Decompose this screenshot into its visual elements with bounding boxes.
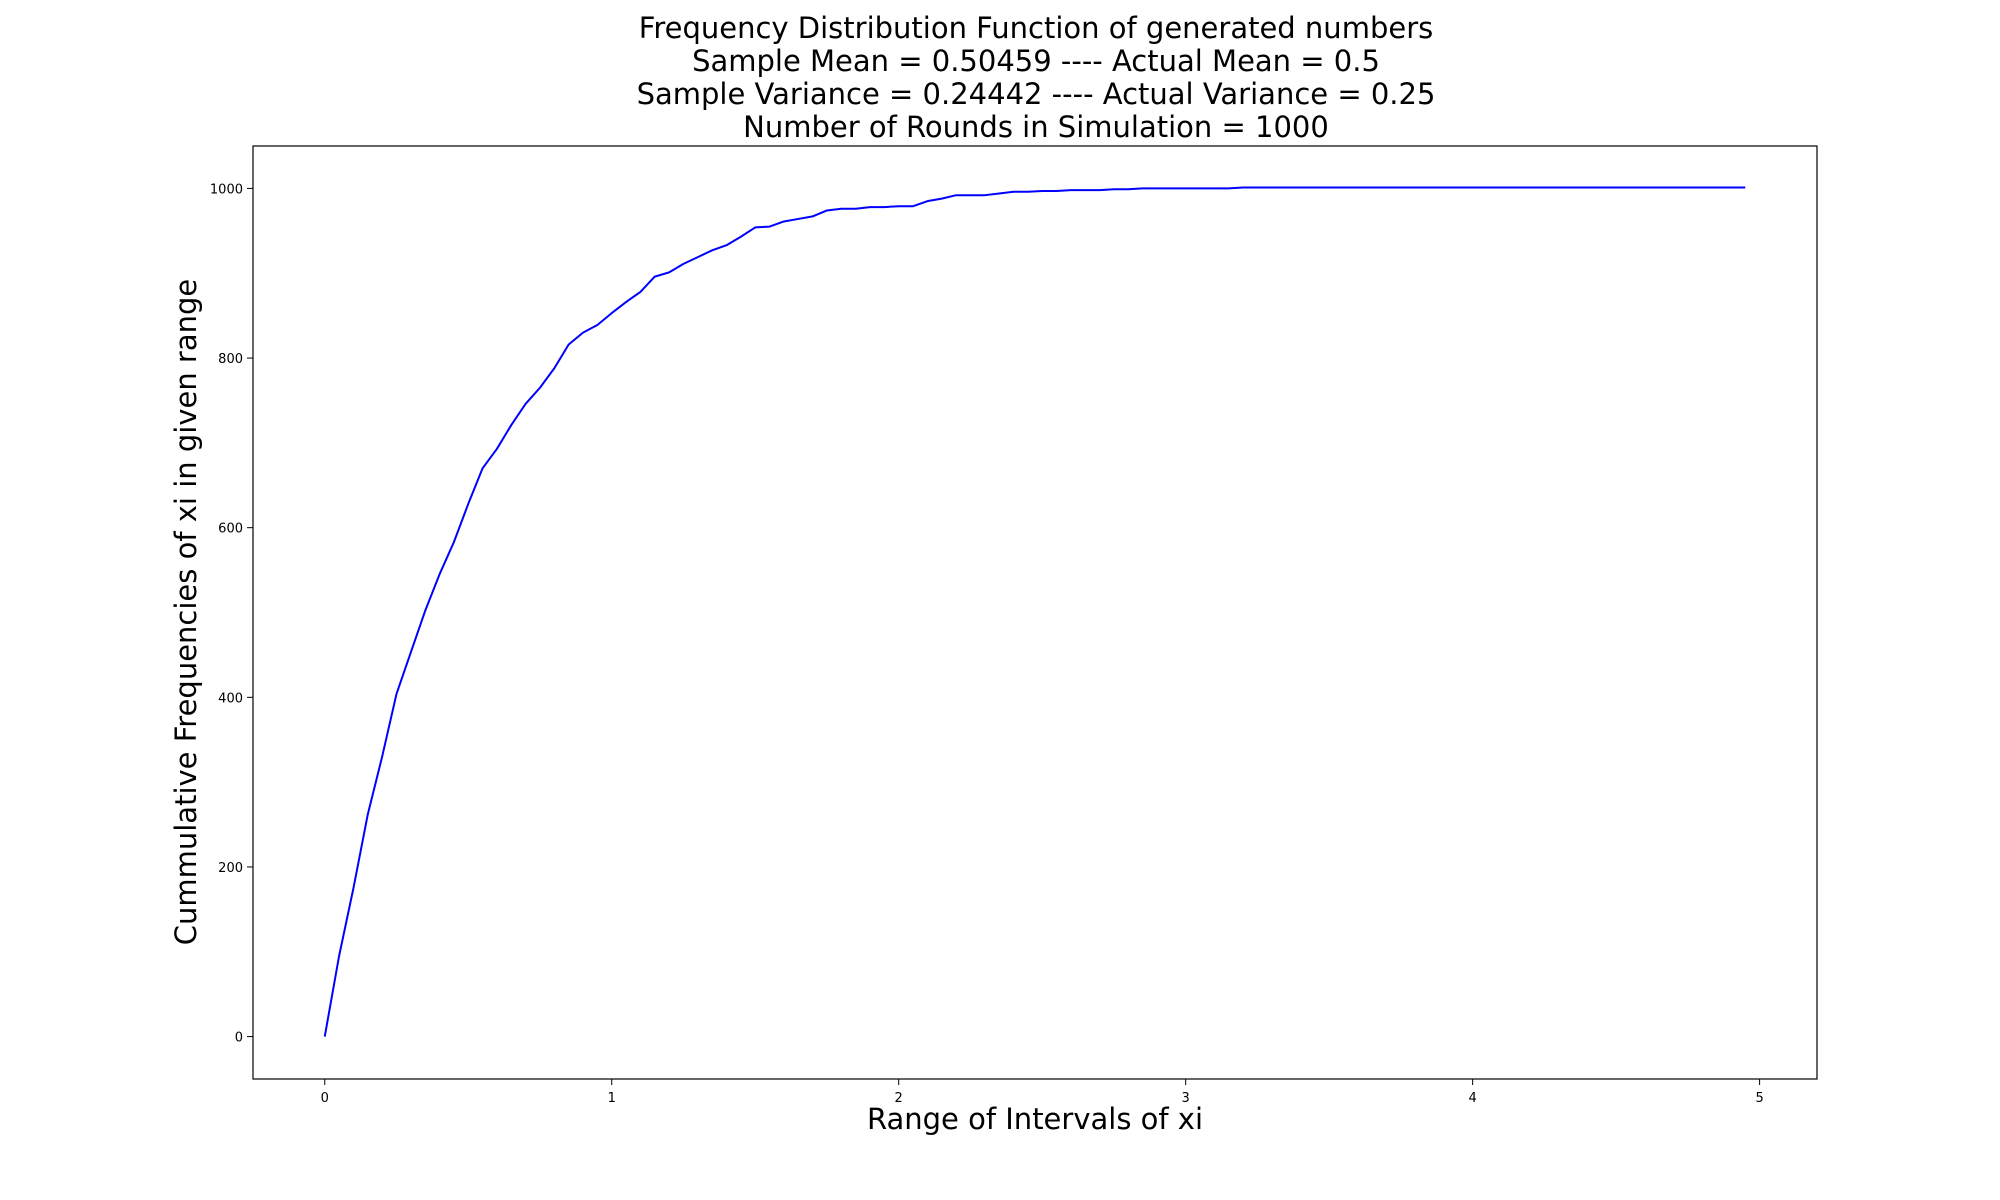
series-layer [323, 186, 1746, 1037]
plot-area [252, 145, 1818, 1080]
y-axis-ticks: 0 200 400 600 800 1000 [210, 182, 253, 1046]
x-tick-label: 2 [895, 1091, 903, 1106]
x-axis-ticks: 0 1 2 3 4 5 [321, 1079, 1764, 1106]
y-tick-label: 0 [235, 1031, 243, 1046]
chart-title-line-3: Sample Variance = 0.24442 ---- Actual Va… [637, 77, 1436, 111]
chart-title-line-4: Number of Rounds in Simulation = 1000 [743, 110, 1329, 144]
x-tick-label: 3 [1182, 1091, 1190, 1106]
x-axis-label: Range of Intervals of xi [867, 1102, 1203, 1136]
x-tick-label: 1 [608, 1091, 616, 1106]
y-tick-label: 400 [218, 691, 243, 706]
y-tick-label: 800 [218, 352, 243, 367]
y-tick-label: 200 [218, 861, 243, 876]
x-tick-label: 4 [1468, 1091, 1476, 1106]
y-axis-label: Cummulative Frequencies of xi in given r… [169, 279, 203, 946]
x-tick-label: 5 [1755, 1091, 1763, 1106]
chart-title: Frequency Distribution Function of gener… [637, 11, 1436, 144]
chart-title-line-1: Frequency Distribution Function of gener… [639, 11, 1433, 45]
chart-title-line-2: Sample Mean = 0.50459 ---- Actual Mean =… [692, 44, 1380, 78]
series-line [323, 186, 1746, 1037]
y-tick-label: 1000 [210, 182, 243, 197]
y-tick-label: 600 [218, 522, 243, 537]
x-tick-label: 0 [321, 1091, 329, 1106]
